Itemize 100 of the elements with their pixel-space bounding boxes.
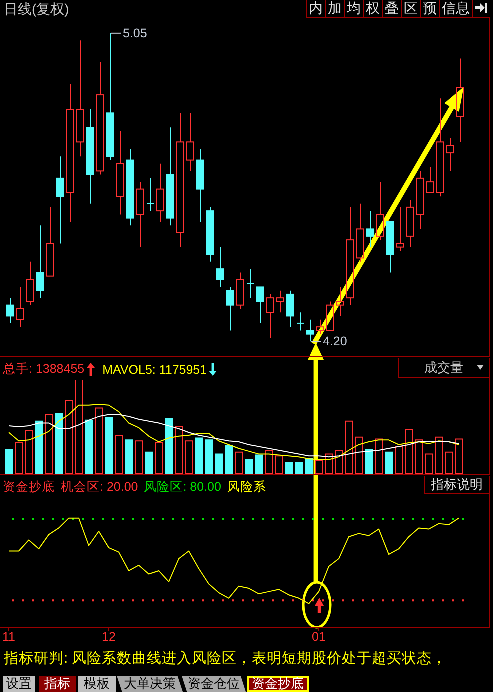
candlestick (306, 319, 314, 342)
toolbar-button: 预 (420, 0, 439, 18)
text: 风险区: 80.00 (144, 480, 222, 494)
candlestick (136, 182, 144, 248)
bar (96, 408, 104, 474)
bar (176, 426, 184, 474)
chart-title: 资金抄底 (3, 480, 55, 494)
toolbar-button: 均 (344, 0, 363, 18)
toolbar-button: 叠 (382, 0, 401, 18)
candlestick (316, 319, 324, 335)
bar (376, 438, 384, 474)
toolbar-button: 加 (325, 0, 344, 18)
bar (206, 440, 214, 474)
annotation: 5.05 (123, 26, 148, 40)
candlestick (216, 246, 224, 288)
tab: 指标 (39, 676, 76, 692)
bar (446, 452, 454, 474)
candlestick (146, 178, 154, 212)
candlestick (276, 290, 284, 314)
bar (266, 450, 274, 474)
bar (26, 430, 34, 474)
toolbar-button: 内 (306, 0, 325, 18)
bar (286, 462, 294, 474)
bar (436, 436, 444, 474)
candlestick (56, 156, 64, 244)
candlestick (76, 40, 84, 158)
bar (6, 449, 14, 474)
candlestick (186, 112, 194, 172)
bar (86, 420, 94, 474)
bar (396, 446, 404, 474)
candlestick (6, 298, 14, 324)
candlestick (26, 261, 34, 306)
bar (146, 452, 154, 474)
bar (116, 434, 124, 474)
bar (226, 445, 234, 474)
candlestick (66, 84, 74, 222)
candlestick (116, 130, 124, 216)
bar (336, 450, 344, 474)
candlestick (406, 200, 414, 248)
bar (296, 462, 304, 474)
bar (416, 440, 424, 474)
tab: 模板 (78, 676, 116, 692)
toolbar-button: 信息 (439, 0, 472, 18)
bar (426, 454, 434, 474)
bar (186, 440, 194, 474)
candlestick (346, 206, 354, 306)
tab: 设置 (3, 676, 35, 692)
bar (196, 438, 204, 474)
candlestick (16, 286, 24, 328)
bar (156, 442, 164, 474)
bar (166, 418, 174, 474)
bar (16, 442, 24, 474)
tab: 资金抄底 (247, 676, 309, 692)
candlestick (446, 138, 454, 172)
text: 总手: 1388455 (3, 362, 85, 376)
bar (366, 449, 374, 474)
candlestick (456, 58, 464, 143)
bar (36, 420, 44, 474)
x-tick-label: 12 (102, 630, 116, 644)
candlestick (286, 290, 294, 328)
dropdown: 成交量 (398, 358, 490, 378)
bar (126, 440, 134, 474)
bar (306, 458, 314, 474)
candlestick (176, 112, 184, 248)
bar (106, 417, 114, 474)
candlestick (226, 286, 234, 332)
toolbar-button: 权 (363, 0, 382, 18)
annotation: 4.20 (323, 334, 348, 349)
bar (346, 420, 354, 474)
toolbar-button: 区 (401, 0, 420, 18)
candlestick (356, 203, 364, 262)
x-tick-label: 11 (2, 630, 16, 644)
x-tick-label: 01 (312, 630, 326, 644)
candlestick (246, 268, 254, 299)
bar (246, 459, 254, 474)
bar (406, 429, 414, 474)
bar (136, 440, 144, 474)
bar (46, 414, 54, 474)
bar (76, 380, 84, 474)
candlestick (366, 210, 374, 248)
candlestick (416, 170, 424, 230)
bar (66, 400, 74, 474)
chart-title: 日线(复权) (4, 1, 70, 17)
button: 指标说明 (424, 476, 490, 494)
bar (236, 452, 244, 474)
tab: 资金仓位 (182, 676, 246, 692)
text: MAVOL5: 1175951 (102, 362, 208, 376)
candlestick (296, 312, 304, 332)
bar (216, 454, 224, 474)
bar (256, 454, 264, 474)
bar (276, 456, 284, 474)
bar (456, 438, 464, 474)
text: 机会区: 20.00 (61, 480, 138, 494)
bar (386, 452, 394, 474)
candlestick (96, 62, 104, 176)
tab: 大单决策 (117, 676, 183, 692)
candlestick (256, 286, 264, 324)
bar (316, 460, 324, 474)
candlestick (36, 225, 44, 299)
candlestick (336, 286, 344, 317)
